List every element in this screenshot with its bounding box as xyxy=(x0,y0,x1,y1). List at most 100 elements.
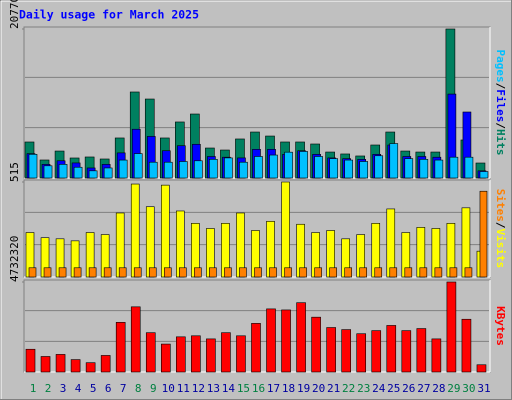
x-tick-label: 5 xyxy=(90,382,97,395)
bar xyxy=(133,267,142,278)
bar xyxy=(239,161,248,179)
bar xyxy=(100,355,111,373)
bar xyxy=(28,154,38,179)
bar xyxy=(224,157,233,179)
x-tick-label: 27 xyxy=(417,382,430,395)
legend-separator: / xyxy=(494,122,507,129)
bar xyxy=(284,267,292,278)
legend-separator: / xyxy=(494,222,507,229)
bar xyxy=(329,158,338,179)
bar xyxy=(115,212,125,278)
x-tick-label: 23 xyxy=(357,382,370,395)
bar xyxy=(359,161,369,179)
x-tick-label: 6 xyxy=(105,382,112,395)
bar xyxy=(449,267,458,278)
bar xyxy=(145,206,155,278)
bar xyxy=(419,267,428,278)
bar xyxy=(70,359,81,373)
bar xyxy=(88,170,98,179)
bar xyxy=(40,356,51,373)
legend-entry: Sites xyxy=(494,189,507,222)
legend: KBytes xyxy=(494,306,507,346)
bar xyxy=(194,160,203,179)
x-tick-label: 7 xyxy=(120,382,127,395)
bar xyxy=(28,267,37,278)
bar xyxy=(55,354,66,373)
bar xyxy=(194,267,202,278)
x-tick-label: 13 xyxy=(207,382,220,395)
bar xyxy=(266,308,276,373)
x-tick-label: 3 xyxy=(60,382,67,395)
x-tick-label: 8 xyxy=(135,382,142,395)
bar xyxy=(25,348,36,373)
bar xyxy=(299,151,308,179)
bar xyxy=(130,306,141,373)
bar xyxy=(479,190,488,278)
bar xyxy=(386,325,397,373)
bar xyxy=(209,159,218,179)
bar xyxy=(326,327,336,373)
bar xyxy=(404,267,413,278)
bar xyxy=(359,267,368,278)
bar xyxy=(416,328,427,373)
x-tick-label: 30 xyxy=(462,382,475,395)
y-tick-label: 4732320 xyxy=(8,236,21,282)
bar xyxy=(251,323,261,373)
bar xyxy=(434,267,443,278)
bar xyxy=(464,267,473,278)
x-tick-label: 11 xyxy=(177,382,190,395)
bar xyxy=(479,171,489,179)
bar xyxy=(386,208,396,278)
bar xyxy=(434,159,444,179)
bar xyxy=(464,156,474,179)
bar xyxy=(148,267,157,278)
bar xyxy=(236,335,246,373)
x-tick-label: 26 xyxy=(402,382,415,395)
x-tick-label: 16 xyxy=(252,382,265,395)
legend-entry: KBytes xyxy=(494,306,507,346)
x-tick-label: 15 xyxy=(237,382,250,395)
bar xyxy=(130,183,140,278)
bar xyxy=(299,267,307,278)
bar xyxy=(419,159,429,179)
bar xyxy=(296,302,306,373)
bar xyxy=(179,267,187,278)
bar xyxy=(461,318,472,373)
bar xyxy=(160,343,171,373)
bar xyxy=(374,267,383,278)
bar xyxy=(311,316,321,373)
bar xyxy=(314,267,322,278)
y-tick-label: 515 xyxy=(8,162,21,182)
bar xyxy=(344,267,352,278)
x-tick-label: 25 xyxy=(387,382,400,395)
bar xyxy=(236,212,245,278)
bar xyxy=(209,267,217,278)
x-tick-label: 29 xyxy=(447,382,460,395)
bar xyxy=(191,335,201,373)
bar xyxy=(85,362,96,373)
x-tick-label: 24 xyxy=(372,382,386,395)
x-tick-label: 9 xyxy=(150,382,157,395)
legend-entry: Files xyxy=(494,89,507,122)
x-tick-label: 22 xyxy=(342,382,355,395)
bar xyxy=(356,333,367,373)
bar xyxy=(73,166,83,179)
bar xyxy=(389,267,398,278)
bar xyxy=(58,267,67,278)
bar xyxy=(73,267,82,278)
bar xyxy=(404,158,414,179)
bar xyxy=(160,184,170,278)
x-tick-label: 1 xyxy=(30,382,37,395)
bar xyxy=(269,267,277,278)
bar xyxy=(374,155,384,179)
legend-entry: Pages xyxy=(494,50,507,83)
y-tick-label: 207705 xyxy=(8,0,21,29)
x-tick-label: 19 xyxy=(297,382,310,395)
bar xyxy=(344,159,353,179)
bar xyxy=(239,267,247,278)
bar xyxy=(284,151,293,179)
bar xyxy=(389,143,399,179)
bar xyxy=(281,181,290,278)
legend-entry: Visits xyxy=(494,229,507,269)
